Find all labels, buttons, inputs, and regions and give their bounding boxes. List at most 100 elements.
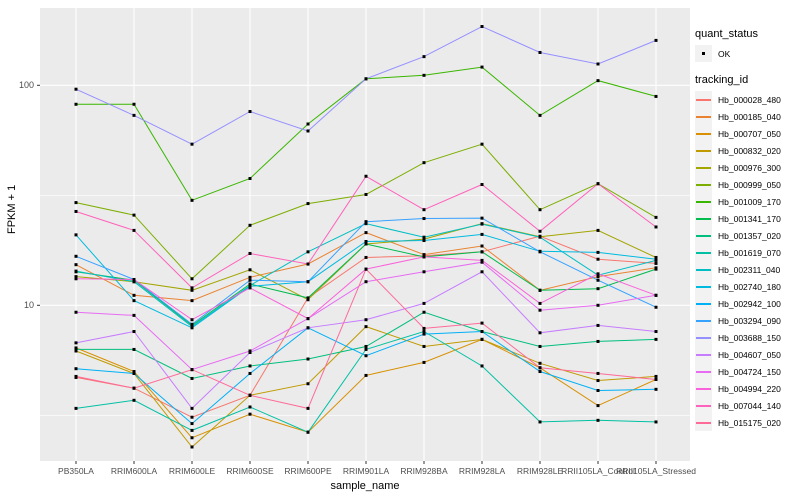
data-point-Hb_002942_100-RRII105LA_Control[interactable] [596,388,600,392]
data-point-Hb_000999_050-RRIM600SE[interactable] [248,223,252,227]
data-point-Hb_001009_170-RRIM600LA[interactable] [132,102,136,106]
data-point-Hb_003294_090-RRII105LA_Control[interactable] [596,278,600,282]
data-point-Hb_015175_020-RRIM928LE[interactable] [538,366,542,370]
data-point-Hb_000976_300-RRII105LA_Control[interactable] [596,228,600,232]
data-point-Hb_001341_170-RRII105LA_Control[interactable] [596,287,600,291]
data-point-Hb_000976_300-RRII105LA_Stressed[interactable] [654,255,658,259]
data-point-Hb_002311_040-RRIM600PE[interactable] [306,250,310,254]
data-point-Hb_003294_090-RRIM928BA[interactable] [422,217,426,221]
data-point-Hb_000707_050-RRIM600LA[interactable] [132,370,136,374]
legend-item-Hb_000999_050[interactable]: Hb_000999_050 [695,176,800,193]
data-point-Hb_000976_300-PB350LA[interactable] [74,275,78,279]
legend-item-Hb_002311_040[interactable]: Hb_002311_040 [695,261,800,278]
data-point-Hb_000185_040-RRIM901LA[interactable] [364,231,368,235]
data-point-Hb_000999_050-PB350LA[interactable] [74,201,78,205]
data-point-Hb_001619_070-RRIM600SE[interactable] [248,405,252,409]
data-point-Hb_003688_150-PB350LA[interactable] [74,87,78,91]
data-point-Hb_003688_150-RRII105LA_Stressed[interactable] [654,38,658,42]
data-point-Hb_001357_020-RRIM600LE[interactable] [190,376,194,380]
data-point-Hb_003294_090-RRIM928LA[interactable] [480,216,484,220]
legend-item-Hb_003688_150[interactable]: Hb_003688_150 [695,329,800,346]
legend-item-Hb_004724_150[interactable]: Hb_004724_150 [695,363,800,380]
legend-item-quant-OK[interactable]: OK [695,45,800,62]
data-point-Hb_000832_020-RRII105LA_Control[interactable] [596,379,600,383]
data-point-Hb_007044_140-PB350LA[interactable] [74,209,78,213]
data-point-Hb_001341_170-RRIM600PE[interactable] [306,296,310,300]
data-point-Hb_004607_050-RRIM928LE[interactable] [538,331,542,335]
data-point-Hb_004607_050-RRIM600LA[interactable] [132,330,136,334]
data-point-Hb_001619_070-RRIM928LA[interactable] [480,364,484,368]
data-point-Hb_001009_170-RRII105LA_Control[interactable] [596,79,600,83]
data-point-Hb_007044_140-RRIM600PE[interactable] [306,262,310,266]
legend-item-Hb_004994_220[interactable]: Hb_004994_220 [695,380,800,397]
data-point-Hb_001619_070-RRIM901LA[interactable] [364,347,368,351]
data-point-Hb_003294_090-PB350LA[interactable] [74,254,78,258]
legend-item-Hb_001619_070[interactable]: Hb_001619_070 [695,244,800,261]
data-point-Hb_002740_180-RRII105LA_Stressed[interactable] [654,257,658,261]
data-point-Hb_000185_040-RRIM600LA[interactable] [132,293,136,297]
data-point-Hb_003688_150-RRIM600PE[interactable] [306,129,310,133]
data-point-Hb_004607_050-RRIM928LA[interactable] [480,270,484,274]
data-point-Hb_004994_220-RRIM600LA[interactable] [132,278,136,282]
data-point-Hb_001341_170-RRIM600SE[interactable] [248,282,252,286]
data-point-Hb_002942_100-RRIM928LA[interactable] [480,330,484,334]
data-point-Hb_002740_180-RRIM928LA[interactable] [480,232,484,236]
data-point-Hb_002311_040-RRIM928BA[interactable] [422,235,426,239]
data-point-Hb_004607_050-RRIM600LE[interactable] [190,406,194,410]
data-point-Hb_001357_020-RRIM928BA[interactable] [422,310,426,314]
data-point-Hb_000185_040-RRIM600SE[interactable] [248,275,252,279]
data-point-Hb_003688_150-RRIM928BA[interactable] [422,55,426,59]
data-point-Hb_001009_170-RRII105LA_Stressed[interactable] [654,94,658,98]
data-point-Hb_000999_050-RRIM928LE[interactable] [538,208,542,212]
data-point-Hb_003688_150-RRII105LA_Control[interactable] [596,62,600,66]
data-point-Hb_007044_140-RRIM928LE[interactable] [538,229,542,233]
data-point-Hb_015175_020-RRIM600LA[interactable] [132,386,136,390]
data-point-Hb_001341_170-RRIM928LA[interactable] [480,250,484,254]
data-point-Hb_001619_070-RRIM600LA[interactable] [132,398,136,402]
data-point-Hb_003294_090-RRIM901LA[interactable] [364,220,368,224]
data-point-Hb_015175_020-RRIM600PE[interactable] [306,406,310,410]
data-point-Hb_001357_020-RRIM600SE[interactable] [248,364,252,368]
data-point-Hb_002740_180-RRIM600LA[interactable] [132,299,136,303]
data-point-Hb_002942_100-PB350LA[interactable] [74,367,78,371]
data-point-Hb_004607_050-RRIM600SE[interactable] [248,351,252,355]
data-point-Hb_000832_020-RRIM928LA[interactable] [480,337,484,341]
data-point-Hb_004724_150-PB350LA[interactable] [74,310,78,314]
data-point-Hb_003688_150-RRIM928LA[interactable] [480,25,484,29]
data-point-Hb_000832_020-PB350LA[interactable] [74,349,78,353]
data-point-Hb_003688_150-RRIM600LE[interactable] [190,142,194,146]
data-point-Hb_003294_090-RRIM928LE[interactable] [538,250,542,254]
data-point-Hb_002311_040-PB350LA[interactable] [74,269,78,273]
data-point-Hb_004607_050-RRIM928BA[interactable] [422,301,426,305]
data-point-Hb_004724_150-RRIM928LE[interactable] [538,308,542,312]
data-point-Hb_004994_220-RRIM928LA[interactable] [480,258,484,262]
data-point-Hb_007044_140-RRIM928BA[interactable] [422,208,426,212]
data-point-Hb_000999_050-RRIM600LE[interactable] [190,277,194,281]
data-point-Hb_000832_020-RRIM928BA[interactable] [422,344,426,348]
data-point-Hb_001619_070-PB350LA[interactable] [74,406,78,410]
legend-item-Hb_000976_300[interactable]: Hb_000976_300 [695,159,800,176]
data-point-Hb_001009_170-PB350LA[interactable] [74,102,78,106]
data-point-Hb_000832_020-RRIM600LE[interactable] [190,445,194,449]
data-point-Hb_007044_140-RRII105LA_Control[interactable] [596,182,600,186]
data-point-Hb_000707_050-RRIM600LE[interactable] [190,436,194,440]
legend-item-Hb_015175_020[interactable]: Hb_015175_020 [695,414,800,431]
data-point-Hb_004994_220-RRIM928BA[interactable] [422,255,426,259]
data-point-Hb_003294_090-RRIM600PE[interactable] [306,280,310,284]
data-point-Hb_001619_070-RRIM600LE[interactable] [190,428,194,432]
data-point-Hb_004994_220-RRIM600PE[interactable] [306,317,310,321]
data-point-Hb_000707_050-RRIM600SE[interactable] [248,412,252,416]
data-point-Hb_001357_020-RRIM600PE[interactable] [306,357,310,361]
data-point-Hb_000832_020-RRII105LA_Stressed[interactable] [654,374,658,378]
data-point-Hb_002740_180-RRIM901LA[interactable] [364,239,368,243]
data-point-Hb_007044_140-RRIM928LA[interactable] [480,183,484,187]
data-point-Hb_004994_220-RRII105LA_Control[interactable] [596,272,600,276]
data-point-Hb_004607_050-RRII105LA_Stressed[interactable] [654,330,658,334]
data-point-Hb_015175_020-RRIM928LA[interactable] [480,321,484,325]
data-point-Hb_001357_020-PB350LA[interactable] [74,347,78,351]
legend-item-Hb_003294_090[interactable]: Hb_003294_090 [695,312,800,329]
data-point-Hb_004994_220-RRII105LA_Stressed[interactable] [654,293,658,297]
data-point-Hb_001357_020-RRII105LA_Stressed[interactable] [654,337,658,341]
data-point-Hb_001357_020-RRIM600LA[interactable] [132,347,136,351]
data-point-Hb_002942_100-RRII105LA_Stressed[interactable] [654,387,658,391]
